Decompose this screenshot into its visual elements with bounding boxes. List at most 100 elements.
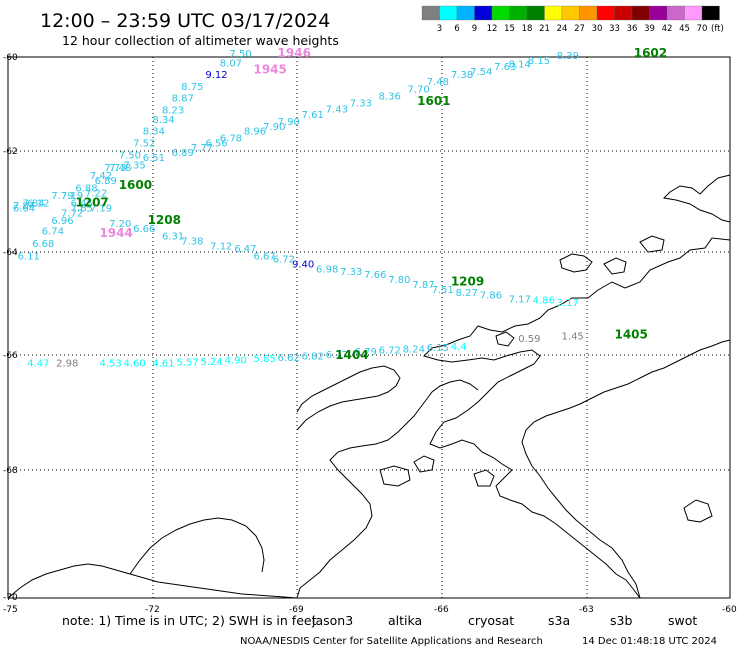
wave-height-reading: 7.72: [61, 209, 83, 220]
colorbar-swatch: [701, 5, 720, 21]
wave-height-reading: 7.54: [470, 67, 492, 78]
colorbar-swatch: [684, 5, 703, 21]
page-title: 12:00 – 23:59 UTC 03/17/2024: [40, 10, 330, 32]
pass-time-label: 1945: [253, 62, 286, 76]
lon-label: -75: [3, 605, 18, 615]
wave-height-reading: 6.31: [162, 231, 184, 242]
wave-height-reading: 7.38: [451, 70, 473, 81]
wave-height-reading: 7.19: [61, 191, 83, 202]
wave-height-reading: 6.88: [75, 183, 97, 194]
map-frame: [7, 56, 731, 599]
colorbar-tick-label: 45: [679, 24, 690, 34]
colorbar-swatch: [649, 5, 668, 21]
lat-label: -66: [3, 351, 18, 361]
colorbar-swatch: [579, 5, 598, 21]
footnote: note: 1) Time is in UTC; 2) SWH is in fe…: [62, 613, 317, 628]
wave-height-reading: 7.19: [90, 204, 112, 215]
lon-label: -66: [434, 605, 449, 615]
wave-height-reading: 7.38: [181, 236, 203, 247]
wave-height-reading: 6.56: [205, 138, 227, 149]
coastline-peninsula-main: [423, 237, 731, 599]
wave-height-reading: 3.17: [557, 298, 579, 309]
wave-height-reading: 7.80: [388, 275, 410, 286]
wave-height-reading: 7.86: [480, 290, 502, 301]
colorbar-tick-label: 39: [644, 24, 655, 34]
coastline-island-b: [639, 235, 665, 253]
wave-height-reading: 6.68: [32, 239, 54, 250]
colorbar-swatch: [614, 5, 633, 21]
wave-height-reading: 4.60: [124, 359, 146, 370]
colorbar-tick-label: 70: [697, 24, 708, 34]
pass-time-label: 1944: [99, 226, 132, 240]
wave-height-reading: 8.15: [528, 56, 550, 67]
colorbar-swatch: [421, 5, 440, 21]
wave-height-reading: 7.61: [302, 110, 324, 121]
wave-height-reading: 8.39: [557, 51, 579, 62]
wave-height-reading: 6.74: [42, 226, 64, 237]
pass-time-label: 1404: [335, 348, 368, 362]
lon-label: -60: [722, 605, 737, 615]
wave-height-reading: 9.12: [205, 70, 227, 81]
wave-height-reading: 6.79: [355, 347, 377, 358]
wave-height-reading: 7.42: [90, 171, 112, 182]
wave-height-reading: 8.23: [162, 105, 184, 116]
wave-height-reading: 6.51: [143, 153, 165, 164]
wave-height-reading: 4.86: [533, 296, 555, 307]
satellite-legend-jason3: jason3: [311, 613, 353, 628]
wave-height-reading: 7.65: [71, 204, 93, 215]
wave-height-reading: 6.98: [316, 265, 338, 276]
lon-label: -69: [289, 605, 304, 615]
wave-height-reading: 4.4: [451, 342, 467, 353]
pass-time-label: 1208: [148, 213, 181, 227]
wave-height-reading: 7.73: [104, 163, 126, 174]
wave-height-reading: 7.50: [119, 151, 141, 162]
coastline-island-e: [379, 465, 411, 487]
wave-height-reading: 7.12: [210, 241, 232, 252]
colorbar-tick-label: 30: [592, 24, 603, 34]
wave-height-reading: 9.40: [292, 259, 314, 270]
colorbar-swatch: [456, 5, 475, 21]
colorbar-tick-label: 3: [437, 24, 442, 34]
pass-time-label: 1209: [451, 274, 484, 288]
colorbar-tick-label: 9: [472, 24, 477, 34]
wave-height-reading: 7.50: [229, 49, 251, 60]
wave-height-reading: 2.98: [56, 359, 78, 370]
lat-label: -68: [3, 466, 18, 476]
coastline-southwest: [7, 563, 298, 599]
lat-label: -62: [3, 147, 18, 157]
wave-height-reading: 5.85: [253, 354, 275, 365]
wave-height-reading: 5.24: [201, 357, 223, 368]
wave-height-reading: 7.63: [494, 62, 516, 73]
wave-height-reading: 6.72: [379, 345, 401, 356]
colorbar-swatch: [666, 5, 685, 21]
coastline-island-c: [495, 331, 515, 347]
colorbar-swatch: [439, 5, 458, 21]
lon-axis-labels: -75 -72 -69 -66 -63 -60: [3, 605, 737, 615]
pass-time-label: 1207: [75, 196, 108, 210]
lon-label: -63: [579, 605, 594, 615]
satellite-legend-s3a: s3a: [548, 613, 570, 628]
pass-time-labels: 1946 1945 1602 1601 1600 1207 1208 1944 1209 1404…: [75, 46, 667, 362]
colorbar-tick-label: 24: [557, 24, 568, 34]
pass-time-label: 1405: [614, 328, 647, 342]
wave-height-reading: 6.64: [13, 204, 35, 215]
satellite-legend-swot: swot: [668, 613, 697, 628]
wave-height-reading: 1.45: [562, 332, 584, 343]
wave-height-reading: 7.90: [263, 122, 285, 133]
colorbar-tick-label: 6: [454, 24, 459, 34]
wave-height-reading: 6.15: [427, 343, 449, 354]
wave-height-reading: 7.17: [509, 294, 531, 305]
wave-height-reading: 6.12: [27, 199, 49, 210]
wave-height-reading: 4.53: [99, 359, 121, 370]
wave-height-reading: 8.34: [143, 127, 165, 138]
wave-height-reading: 7.77: [191, 143, 213, 154]
wave-height-reading: 7.48: [427, 77, 449, 88]
wave-height-reading: 7.48: [109, 163, 131, 174]
colorbar-tick-label: 27: [574, 24, 585, 34]
wave-height-reading: 7.70: [408, 84, 430, 95]
wave-height-reading: 7.51: [432, 285, 454, 296]
coastline-inner-bay: [521, 339, 731, 599]
wave-height-reading: 7.52: [133, 138, 155, 149]
wave-height-reading: 8.36: [379, 91, 401, 102]
